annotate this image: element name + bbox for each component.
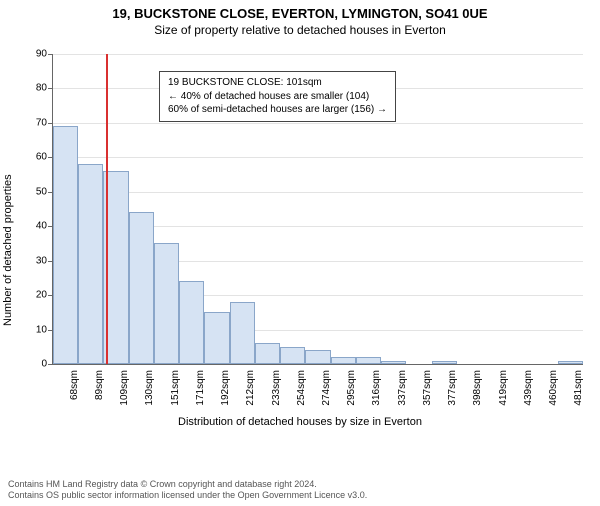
x-tick-label: 377sqm (447, 370, 458, 406)
x-tick-label: 89sqm (94, 370, 105, 400)
x-tick-label: 130sqm (144, 370, 155, 406)
x-tick-label: 439sqm (523, 370, 534, 406)
gridline (53, 123, 583, 124)
y-tick (48, 88, 53, 89)
histogram-bar (255, 343, 280, 364)
histogram-bar (179, 281, 204, 364)
y-tick (48, 54, 53, 55)
x-tick-label: 274sqm (321, 370, 332, 406)
x-tick-label: 254sqm (296, 370, 307, 406)
histogram-bar (204, 312, 229, 364)
y-axis-label: Number of detached properties (2, 174, 14, 326)
chart-container: Number of detached properties 0102030405… (0, 46, 600, 446)
y-tick-label: 10 (36, 324, 47, 335)
histogram-bar (230, 302, 255, 364)
x-tick-label: 192sqm (220, 370, 231, 406)
plot-area: 010203040506070809068sqm89sqm109sqm130sq… (52, 54, 583, 365)
x-tick-label: 398sqm (472, 370, 483, 406)
y-tick (48, 364, 53, 365)
x-tick-label: 419sqm (498, 370, 509, 406)
annotation-line: ← 40% of detached houses are smaller (10… (168, 90, 387, 104)
footer-attribution: Contains HM Land Registry data © Crown c… (8, 479, 592, 502)
x-tick-label: 316sqm (371, 370, 382, 406)
y-tick-label: 70 (36, 117, 47, 128)
x-tick-label: 295sqm (346, 370, 357, 406)
x-tick-label: 460sqm (548, 370, 559, 406)
histogram-bar (432, 361, 457, 364)
histogram-bar (53, 126, 78, 364)
annotation-line: 19 BUCKSTONE CLOSE: 101sqm (168, 76, 387, 90)
y-tick-label: 30 (36, 255, 47, 266)
annotation-box: 19 BUCKSTONE CLOSE: 101sqm← 40% of detac… (159, 71, 396, 122)
x-tick-label: 481sqm (573, 370, 584, 406)
y-tick-label: 60 (36, 152, 47, 163)
y-tick-label: 0 (41, 359, 47, 370)
y-tick-label: 20 (36, 290, 47, 301)
y-tick-label: 80 (36, 83, 47, 94)
y-tick-label: 40 (36, 221, 47, 232)
annotation-line: 60% of semi-detached houses are larger (… (168, 103, 387, 117)
histogram-bar (280, 347, 305, 364)
gridline (53, 192, 583, 193)
histogram-bar (78, 164, 103, 364)
page-title-sub: Size of property relative to detached ho… (0, 23, 600, 37)
gridline (53, 157, 583, 158)
x-tick-label: 109sqm (119, 370, 130, 406)
x-tick-label: 357sqm (422, 370, 433, 406)
histogram-bar (129, 212, 154, 364)
histogram-bar (154, 243, 179, 364)
y-tick-label: 50 (36, 186, 47, 197)
footer-line-2: Contains OS public sector information li… (8, 490, 592, 502)
x-tick-label: 212sqm (245, 370, 256, 406)
histogram-bar (331, 357, 356, 364)
reference-line (106, 54, 108, 364)
x-tick-label: 151sqm (170, 370, 181, 406)
x-tick-label: 68sqm (69, 370, 80, 400)
x-tick-label: 233sqm (271, 370, 282, 406)
gridline (53, 54, 583, 55)
histogram-bar (356, 357, 381, 364)
histogram-bar (381, 361, 406, 364)
x-axis-label: Distribution of detached houses by size … (0, 416, 600, 428)
page-title-main: 19, BUCKSTONE CLOSE, EVERTON, LYMINGTON,… (0, 6, 600, 21)
histogram-bar (558, 361, 583, 364)
histogram-bar (305, 350, 330, 364)
y-tick (48, 123, 53, 124)
x-tick-label: 171sqm (195, 370, 206, 406)
y-tick-label: 90 (36, 49, 47, 60)
x-tick-label: 337sqm (397, 370, 408, 406)
footer-line-1: Contains HM Land Registry data © Crown c… (8, 479, 592, 491)
